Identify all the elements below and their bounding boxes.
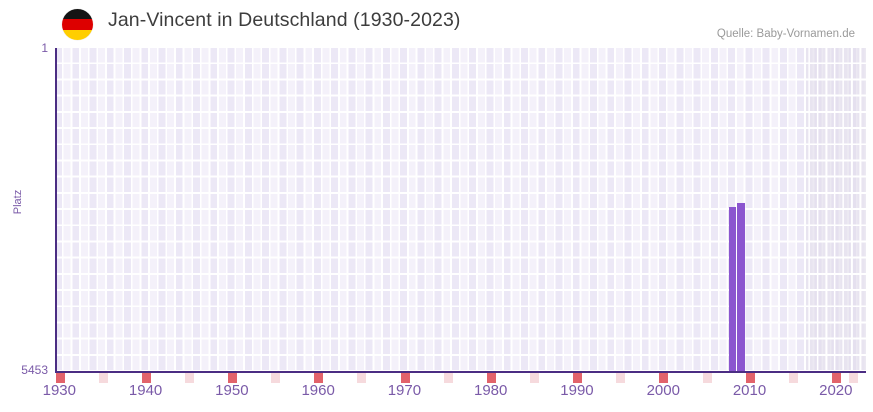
x-axis-tick-major — [141, 373, 151, 383]
x-axis-tick-major — [228, 373, 238, 383]
x-axis-tick-major — [659, 373, 669, 383]
x-axis-tick-major — [400, 373, 410, 383]
chart-title: Jan-Vincent in Deutschland (1930-2023) — [108, 9, 461, 31]
x-axis-tick-minor — [357, 373, 367, 383]
x-axis-tick-label: 1970 — [387, 382, 422, 399]
x-axis-tick-label: 1990 — [560, 382, 594, 399]
no-data-shaded-gridlines — [805, 48, 866, 372]
x-axis-tick-major — [314, 373, 324, 383]
bar — [737, 202, 745, 372]
germany-flag-icon — [62, 9, 93, 40]
x-axis-tick-minor — [443, 373, 453, 383]
x-axis-tick-major — [831, 373, 841, 383]
x-axis-tick-major — [573, 373, 583, 383]
bar — [728, 207, 737, 372]
x-axis-tick-minor — [849, 373, 859, 383]
x-axis-tick-minor — [530, 373, 540, 383]
x-axis-tick-minor — [98, 373, 108, 383]
x-axis-tick-label: 1940 — [128, 382, 163, 399]
x-axis-tick-major — [745, 373, 755, 383]
x-axis-tick-minor — [702, 373, 712, 383]
x-axis-tick-label: 2020 — [819, 382, 853, 399]
source-attribution: Quelle: Baby-Vornamen.de — [716, 28, 855, 40]
x-axis-tick-minor — [616, 373, 626, 383]
x-axis-tick-major — [486, 373, 496, 383]
x-axis-tick-label: 1980 — [474, 382, 508, 399]
x-axis-tick-minor — [788, 373, 798, 383]
x-axis-tick-minor — [271, 373, 281, 383]
flag-band-black — [62, 9, 93, 20]
plot-area — [55, 48, 866, 372]
y-axis-tick-bottom: 5453 — [21, 363, 48, 377]
y-axis-tick-top: 1 — [41, 41, 48, 55]
x-axis-tick-label: 2000 — [646, 382, 680, 399]
x-axis-tick-major — [55, 373, 65, 383]
flag-band-red — [62, 19, 93, 30]
flag-band-gold — [62, 29, 93, 40]
x-axis-tick-label: 1950 — [215, 382, 249, 399]
x-axis-tick-minor — [184, 373, 194, 383]
y-axis-line — [55, 48, 57, 373]
y-axis-title: Platz — [12, 189, 24, 215]
x-axis-line — [55, 371, 866, 373]
x-axis-tick-label: 1960 — [301, 382, 335, 399]
chart-header: Jan-Vincent in Deutschland (1930-2023) Q… — [0, 0, 873, 44]
x-axis-tick-label: 1930 — [42, 382, 76, 399]
x-axis-tick-label: 2010 — [732, 382, 767, 399]
